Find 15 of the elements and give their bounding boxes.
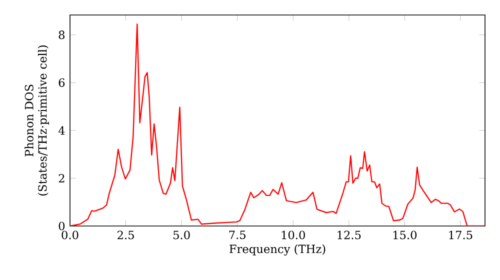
x-tick-label: 15.0	[393, 230, 417, 240]
y-axis-title: Phonon DOS (States/THz·primitive cell)	[24, 45, 49, 196]
y-tick-label: 6	[58, 78, 65, 87]
x-axis-title: Frequency (THz)	[230, 244, 326, 256]
y-tick-label: 2	[58, 174, 64, 182]
x-tick-label: 7.5	[229, 230, 246, 240]
x-tick-label: 17.5	[449, 230, 472, 240]
x-tick-label: 5.0	[174, 230, 190, 240]
x-tick-label: 12.5	[338, 230, 361, 240]
x-tick-label: 0.0	[62, 230, 78, 240]
x-tick-label: 2.5	[118, 230, 134, 240]
y-tick-label: 8	[58, 30, 65, 40]
x-tick-label: 10.0	[282, 230, 305, 240]
y-tick-label: 4	[58, 126, 65, 135]
y-tick-label: 0	[58, 222, 65, 230]
